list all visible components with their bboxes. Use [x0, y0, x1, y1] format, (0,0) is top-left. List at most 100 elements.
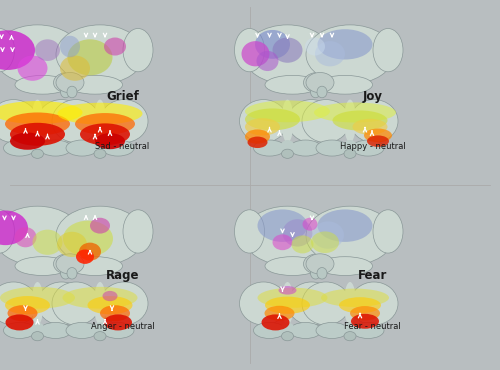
- Ellipse shape: [68, 39, 112, 75]
- Ellipse shape: [30, 140, 45, 156]
- Ellipse shape: [90, 218, 110, 233]
- Ellipse shape: [40, 140, 72, 156]
- Ellipse shape: [92, 322, 108, 339]
- Ellipse shape: [288, 100, 336, 142]
- Ellipse shape: [0, 100, 38, 142]
- Ellipse shape: [280, 140, 295, 156]
- Ellipse shape: [344, 332, 356, 341]
- Ellipse shape: [344, 149, 356, 158]
- Text: Rage: Rage: [106, 269, 139, 282]
- Ellipse shape: [245, 108, 300, 130]
- Text: Sad - neutral: Sad - neutral: [96, 142, 150, 151]
- Ellipse shape: [54, 73, 82, 93]
- Ellipse shape: [306, 73, 334, 93]
- Ellipse shape: [240, 100, 288, 142]
- Ellipse shape: [94, 100, 106, 142]
- Ellipse shape: [38, 100, 86, 142]
- Ellipse shape: [316, 140, 348, 156]
- Ellipse shape: [100, 282, 148, 325]
- Ellipse shape: [66, 322, 98, 339]
- Ellipse shape: [302, 100, 350, 142]
- Ellipse shape: [4, 322, 35, 339]
- Ellipse shape: [317, 268, 327, 279]
- Ellipse shape: [306, 206, 394, 265]
- Ellipse shape: [94, 332, 106, 341]
- Text: Fear - neutral: Fear - neutral: [344, 322, 401, 331]
- Ellipse shape: [282, 332, 294, 341]
- Ellipse shape: [67, 268, 77, 279]
- Ellipse shape: [54, 254, 82, 274]
- Ellipse shape: [318, 75, 372, 94]
- Ellipse shape: [79, 243, 101, 260]
- Ellipse shape: [60, 36, 80, 57]
- Text: Fear: Fear: [358, 269, 387, 282]
- Ellipse shape: [15, 257, 70, 275]
- Ellipse shape: [80, 123, 130, 145]
- Ellipse shape: [302, 282, 350, 325]
- Ellipse shape: [244, 206, 332, 265]
- Ellipse shape: [304, 254, 332, 274]
- Ellipse shape: [32, 100, 44, 142]
- Ellipse shape: [60, 56, 90, 81]
- Ellipse shape: [352, 140, 384, 156]
- Ellipse shape: [234, 28, 264, 72]
- Ellipse shape: [244, 25, 332, 84]
- Ellipse shape: [290, 322, 322, 339]
- Ellipse shape: [344, 282, 356, 325]
- Ellipse shape: [282, 219, 312, 246]
- Ellipse shape: [94, 149, 106, 158]
- Ellipse shape: [310, 268, 320, 279]
- Ellipse shape: [350, 100, 398, 142]
- Ellipse shape: [305, 37, 325, 56]
- Ellipse shape: [245, 100, 330, 122]
- Ellipse shape: [40, 322, 72, 339]
- Text: Anger - neutral: Anger - neutral: [90, 322, 154, 331]
- Ellipse shape: [100, 305, 130, 321]
- Ellipse shape: [62, 287, 138, 309]
- Ellipse shape: [66, 140, 98, 156]
- Ellipse shape: [104, 37, 126, 56]
- Ellipse shape: [318, 209, 372, 242]
- Ellipse shape: [304, 73, 332, 93]
- Ellipse shape: [282, 282, 294, 325]
- Ellipse shape: [234, 210, 264, 253]
- Ellipse shape: [318, 29, 372, 60]
- Ellipse shape: [306, 254, 334, 274]
- Ellipse shape: [0, 206, 82, 265]
- Ellipse shape: [67, 86, 77, 98]
- Ellipse shape: [278, 286, 296, 295]
- Ellipse shape: [102, 140, 134, 156]
- Ellipse shape: [100, 100, 148, 142]
- Ellipse shape: [68, 75, 122, 94]
- Ellipse shape: [0, 282, 38, 325]
- Ellipse shape: [272, 234, 292, 250]
- Ellipse shape: [92, 140, 108, 156]
- Ellipse shape: [5, 112, 70, 135]
- Ellipse shape: [344, 100, 356, 142]
- Ellipse shape: [240, 282, 288, 325]
- Ellipse shape: [332, 111, 388, 131]
- Ellipse shape: [351, 314, 379, 329]
- Ellipse shape: [272, 37, 302, 63]
- Ellipse shape: [248, 137, 268, 148]
- Ellipse shape: [15, 75, 70, 94]
- Ellipse shape: [52, 282, 100, 325]
- Ellipse shape: [18, 56, 48, 81]
- Ellipse shape: [38, 282, 86, 325]
- Ellipse shape: [373, 28, 403, 72]
- Ellipse shape: [352, 322, 384, 339]
- Ellipse shape: [5, 296, 50, 314]
- Ellipse shape: [10, 132, 45, 150]
- Ellipse shape: [339, 297, 381, 313]
- Ellipse shape: [290, 140, 322, 156]
- Ellipse shape: [68, 257, 122, 275]
- Ellipse shape: [373, 210, 403, 253]
- Ellipse shape: [265, 257, 320, 275]
- Ellipse shape: [367, 135, 389, 147]
- Ellipse shape: [60, 86, 70, 98]
- Ellipse shape: [4, 140, 35, 156]
- Ellipse shape: [245, 130, 270, 144]
- Ellipse shape: [288, 282, 336, 325]
- Ellipse shape: [52, 100, 100, 142]
- Ellipse shape: [0, 101, 82, 124]
